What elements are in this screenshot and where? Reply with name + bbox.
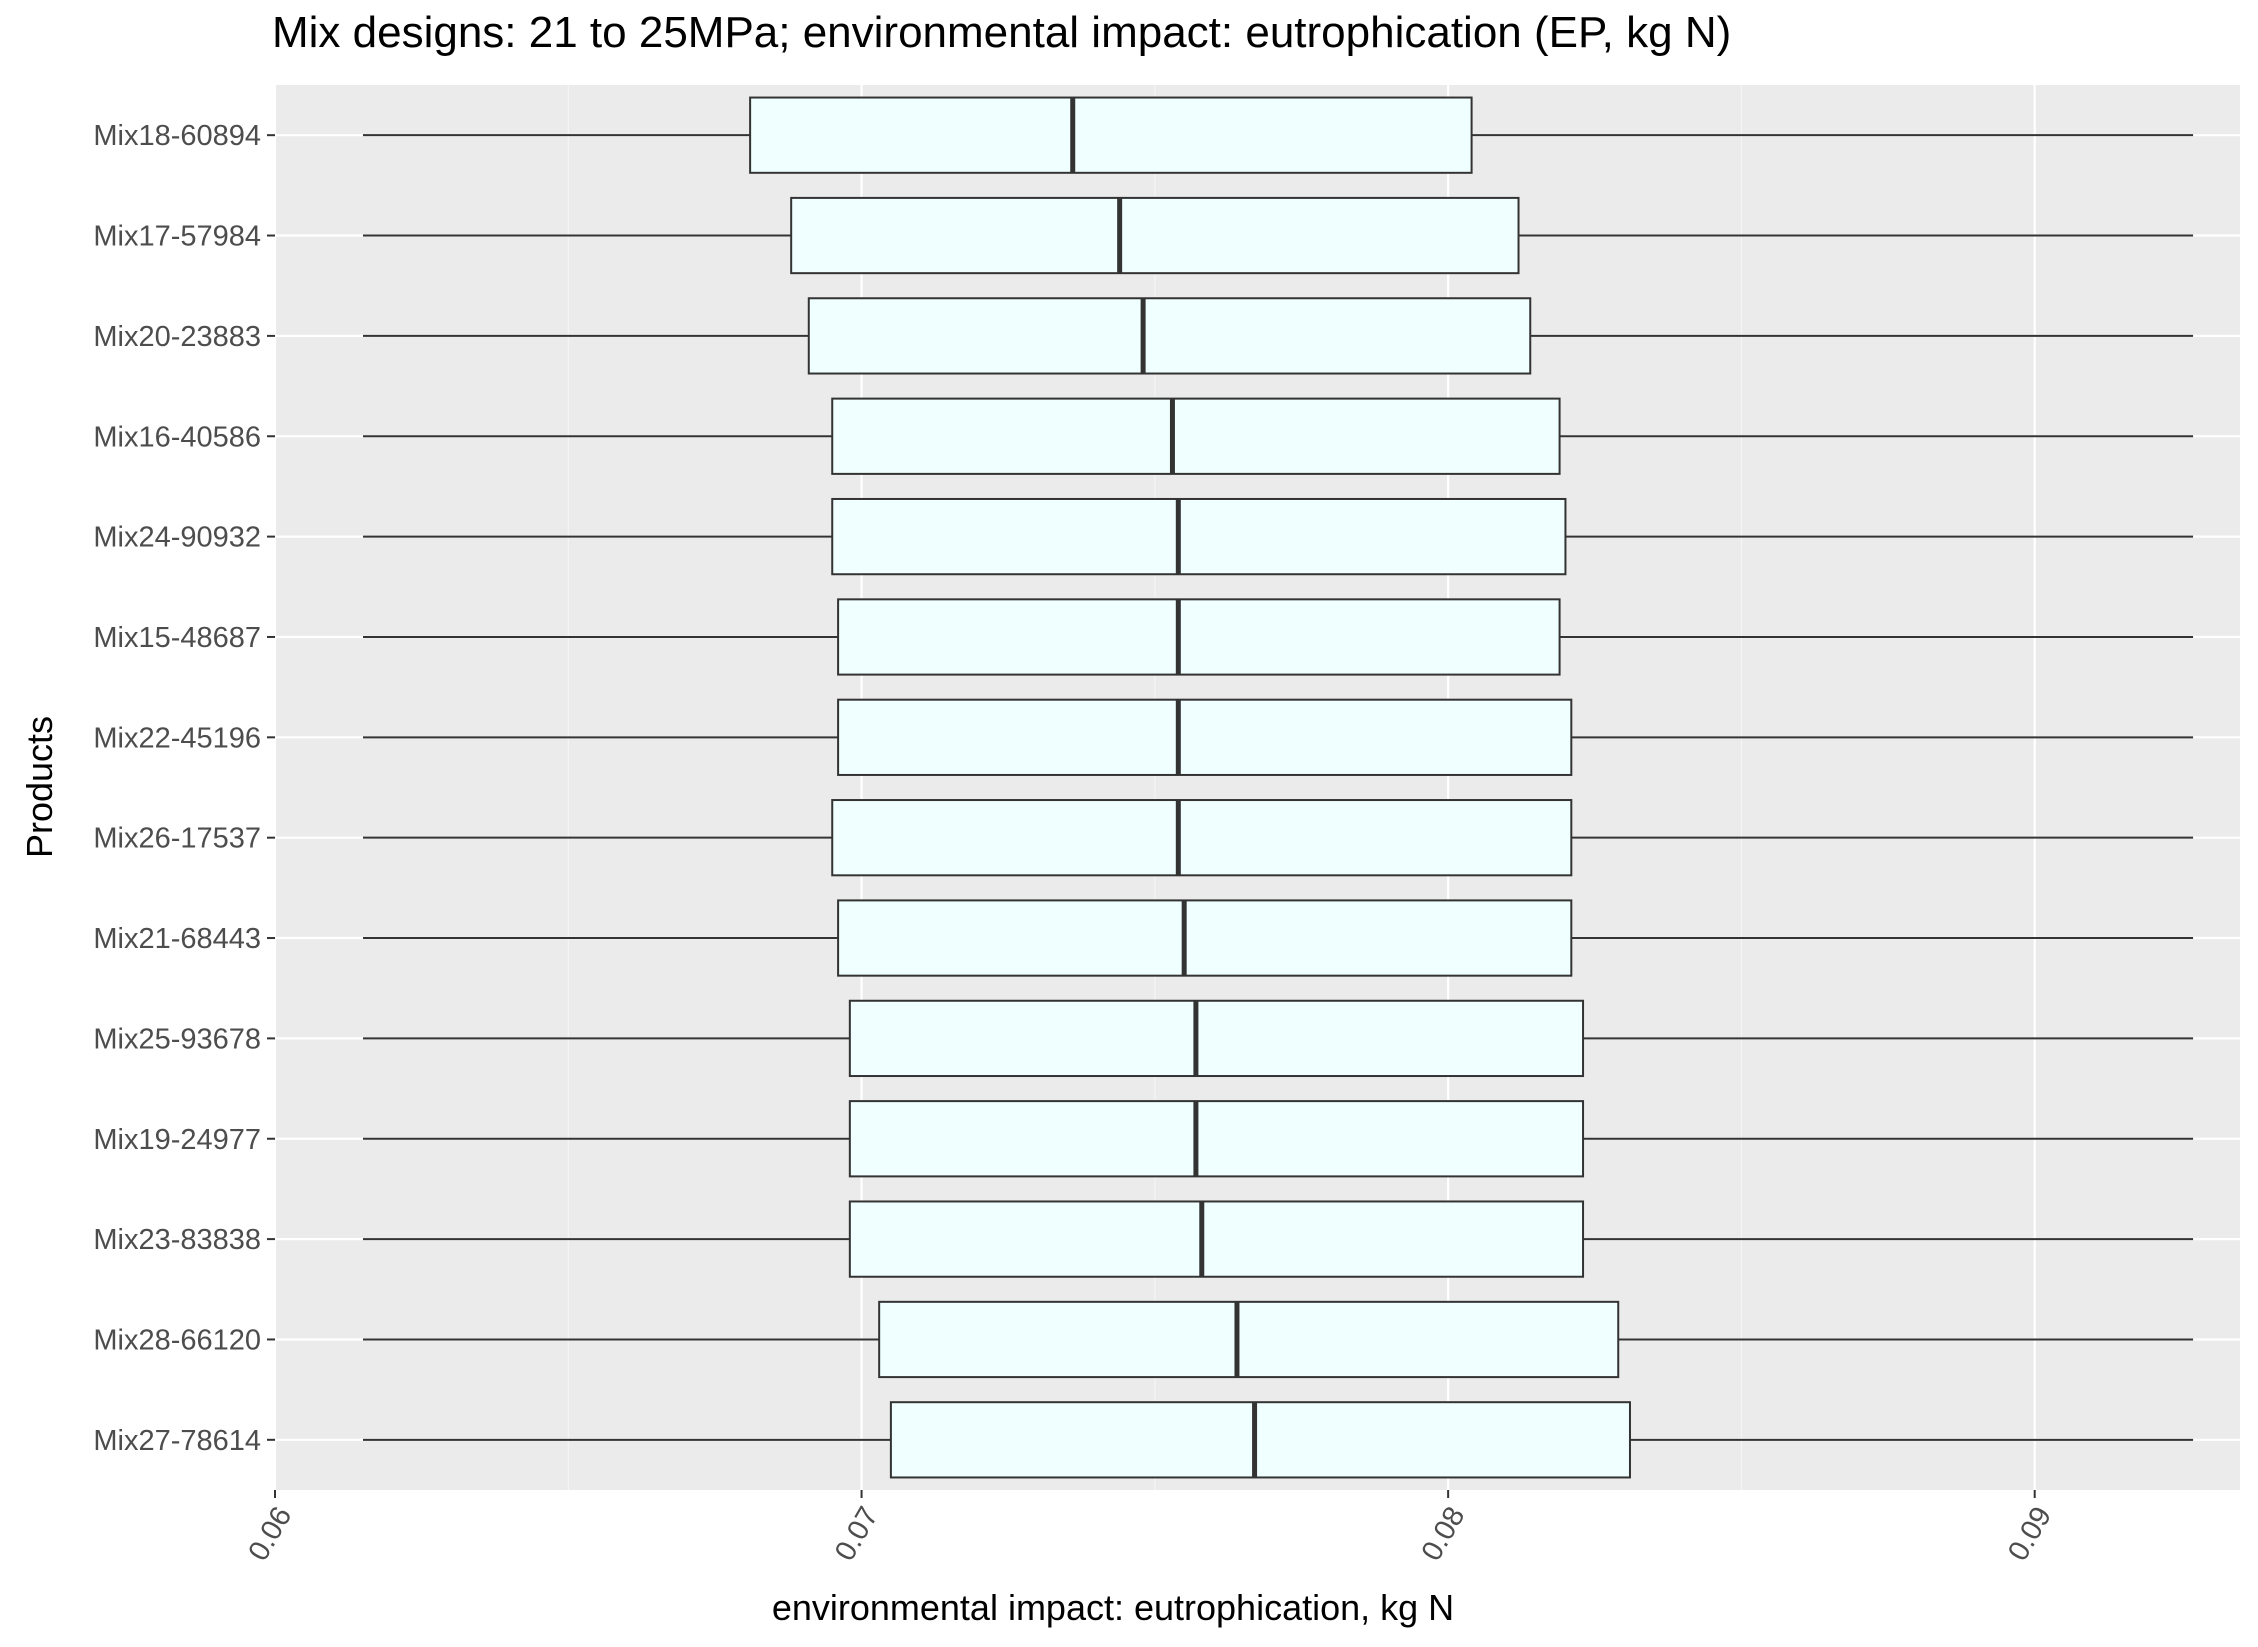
y-tick-label: Mix19-24977 [93,1124,261,1156]
x-axis-ticks: 0.06 0.07 0.08 0.09 [242,1490,2058,1566]
y-tick-label: Mix22-45196 [93,722,261,754]
box-Mix15-48687 [362,598,2194,676]
x-tick-label: 0.08 [1416,1502,1472,1567]
box-Mix28-66120 [362,1300,2194,1379]
x-tick-label: 0.09 [2002,1502,2058,1567]
box-Mix23-83838 [362,1200,2194,1278]
y-axis-ticks: Mix18-60894 Mix17-57984 Mix20-23883 Mix16-4… [93,120,275,1457]
y-tick-label: Mix20-23883 [93,321,261,353]
box-iqr [837,899,1573,977]
box-iqr [848,1100,1585,1178]
box-Mix24-90932 [362,497,2194,576]
y-tick-label: Mix28-66120 [93,1324,261,1356]
box-iqr [831,497,1567,576]
box-Mix27-78614 [362,1401,2194,1479]
y-tick-label: Mix25-93678 [93,1023,261,1055]
box-iqr [831,397,1561,475]
box-series [362,96,2194,1479]
box-iqr [831,799,1573,877]
y-tick-label: Mix21-68443 [93,923,261,955]
y-tick-label: Mix18-60894 [93,120,261,152]
x-tick-label: 0.06 [242,1502,298,1567]
chart-title: Mix designs: 21 to 25MPa; environmental … [272,8,1732,57]
box-Mix16-40586 [362,397,2194,475]
box-Mix17-57984 [362,196,2194,275]
y-axis-title: Products [19,716,60,858]
x-axis-title: environmental impact: eutrophication, kg… [772,1587,1454,1628]
box-Mix21-68443 [362,899,2194,977]
box-iqr [837,598,1561,676]
y-tick-label: Mix26-17537 [93,823,261,855]
x-tick-label: 0.07 [829,1502,885,1567]
y-tick-label: Mix16-40586 [93,421,261,453]
box-Mix19-24977 [362,1100,2194,1178]
y-tick-label: Mix24-90932 [93,522,261,554]
box-iqr [889,1401,1631,1479]
box-Mix22-45196 [362,698,2194,776]
box-Mix20-23883 [362,297,2194,375]
plot-panel [275,85,2240,1490]
box-Mix26-17537 [362,799,2194,877]
box-Mix25-93678 [362,999,2194,1078]
box-iqr [878,1300,1620,1379]
y-tick-label: Mix15-48687 [93,622,261,654]
y-tick-label: Mix17-57984 [93,221,261,253]
box-Mix18-60894 [362,96,2194,174]
box-iqr [848,999,1585,1078]
box-iqr [749,96,1473,174]
box-iqr [848,1200,1585,1278]
box-iqr [807,297,1532,375]
box-iqr [837,698,1573,776]
y-tick-label: Mix27-78614 [93,1425,261,1457]
y-tick-label: Mix23-83838 [93,1224,261,1256]
box-iqr [790,196,1520,275]
